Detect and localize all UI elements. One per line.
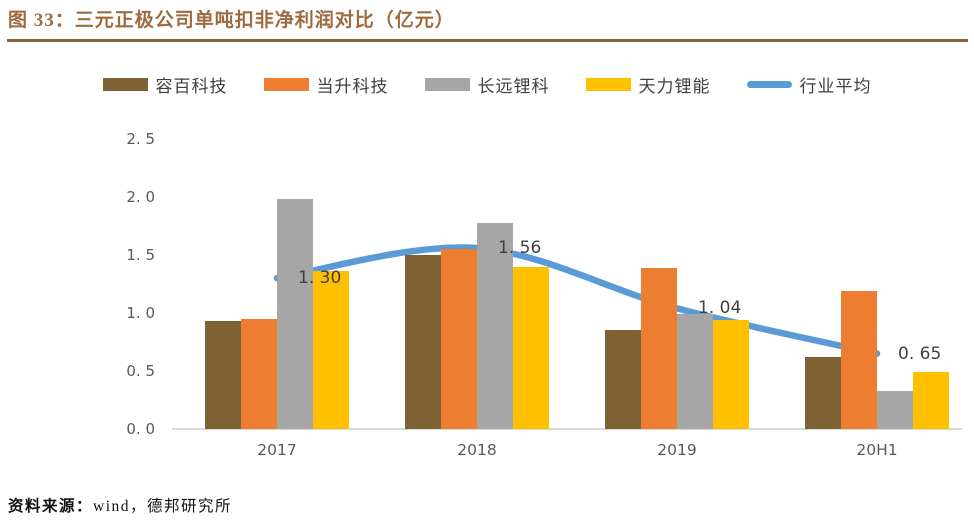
y-axis-tick-label: 1. 0 — [126, 304, 155, 322]
legend-item-长远锂科: 长远锂科 — [424, 72, 550, 97]
legend-bar-swatch-icon — [102, 78, 148, 91]
data-label-2018: 1. 56 — [498, 238, 542, 258]
bar-当升科技-2018 — [441, 249, 477, 429]
bar-天力锂能-2017 — [313, 271, 349, 429]
industry-average-curve — [273, 244, 881, 357]
bar-当升科技-2019 — [641, 267, 677, 429]
data-label-2017: 1. 30 — [298, 268, 342, 289]
y-axis-tick-label: 1. 5 — [126, 246, 155, 264]
legend-bar-swatch-icon — [424, 78, 470, 91]
y-axis-tick-label: 2. 5 — [126, 130, 155, 148]
bar-容百科技-20H1 — [805, 357, 841, 429]
legend-item-当升科技: 当升科技 — [263, 72, 389, 97]
figure-title: 图 33：三元正极公司单吨扣非净利润对比（亿元） — [8, 10, 455, 31]
y-axis-tick-label: 0. 5 — [126, 362, 155, 380]
bar-容百科技-2018 — [405, 255, 441, 429]
x-axis-category-label: 2019 — [657, 441, 697, 459]
title-rule — [7, 39, 968, 42]
legend-bar-swatch-icon — [263, 78, 309, 91]
source-label: 资料来源： — [8, 498, 94, 515]
bar-长远锂科-2019 — [677, 314, 713, 429]
bar-天力锂能-20H1 — [913, 372, 949, 429]
data-label-20H1: 0. 65 — [898, 343, 942, 364]
bar-长远锂科-2017 — [277, 199, 313, 429]
chart-legend: 容百科技 当升科技 长远锂科 天力锂能 行业平均 — [0, 72, 974, 97]
legend-label: 长远锂科 — [477, 77, 550, 96]
bar-容百科技-2017 — [205, 321, 241, 429]
legend-label: 天力锂能 — [638, 77, 711, 96]
legend-item-容百科技: 容百科技 — [102, 72, 228, 97]
legend-label: 容百科技 — [155, 77, 228, 96]
x-axis-category-label: 2018 — [457, 441, 497, 459]
x-axis-line — [172, 428, 962, 430]
legend-item-行业平均: 行业平均 — [746, 72, 872, 97]
x-axis-category-label: 20H1 — [856, 441, 898, 459]
source-note: 资料来源：wind，德邦研究所 — [8, 494, 232, 516]
bar-容百科技-2019 — [605, 330, 641, 429]
bar-天力锂能-2018 — [513, 266, 549, 429]
legend-label: 当升科技 — [316, 77, 389, 96]
legend-label: 行业平均 — [799, 77, 872, 96]
bar-当升科技-2017 — [241, 318, 277, 429]
legend-line-swatch-icon — [746, 81, 792, 88]
bar-长远锂科-20H1 — [877, 390, 913, 429]
bar-当升科技-20H1 — [841, 290, 877, 429]
legend-bar-swatch-icon — [585, 78, 631, 91]
y-axis-tick-label: 2. 0 — [126, 188, 155, 206]
legend-item-天力锂能: 天力锂能 — [585, 72, 711, 97]
x-axis-category-label: 2017 — [257, 441, 297, 459]
bar-长远锂科-2018 — [477, 222, 513, 429]
y-axis-tick-label: 0. 0 — [126, 420, 155, 438]
source-text: wind，德邦研究所 — [93, 498, 233, 515]
bar-天力锂能-2019 — [713, 319, 749, 429]
data-label-2019: 1. 04 — [698, 298, 742, 319]
